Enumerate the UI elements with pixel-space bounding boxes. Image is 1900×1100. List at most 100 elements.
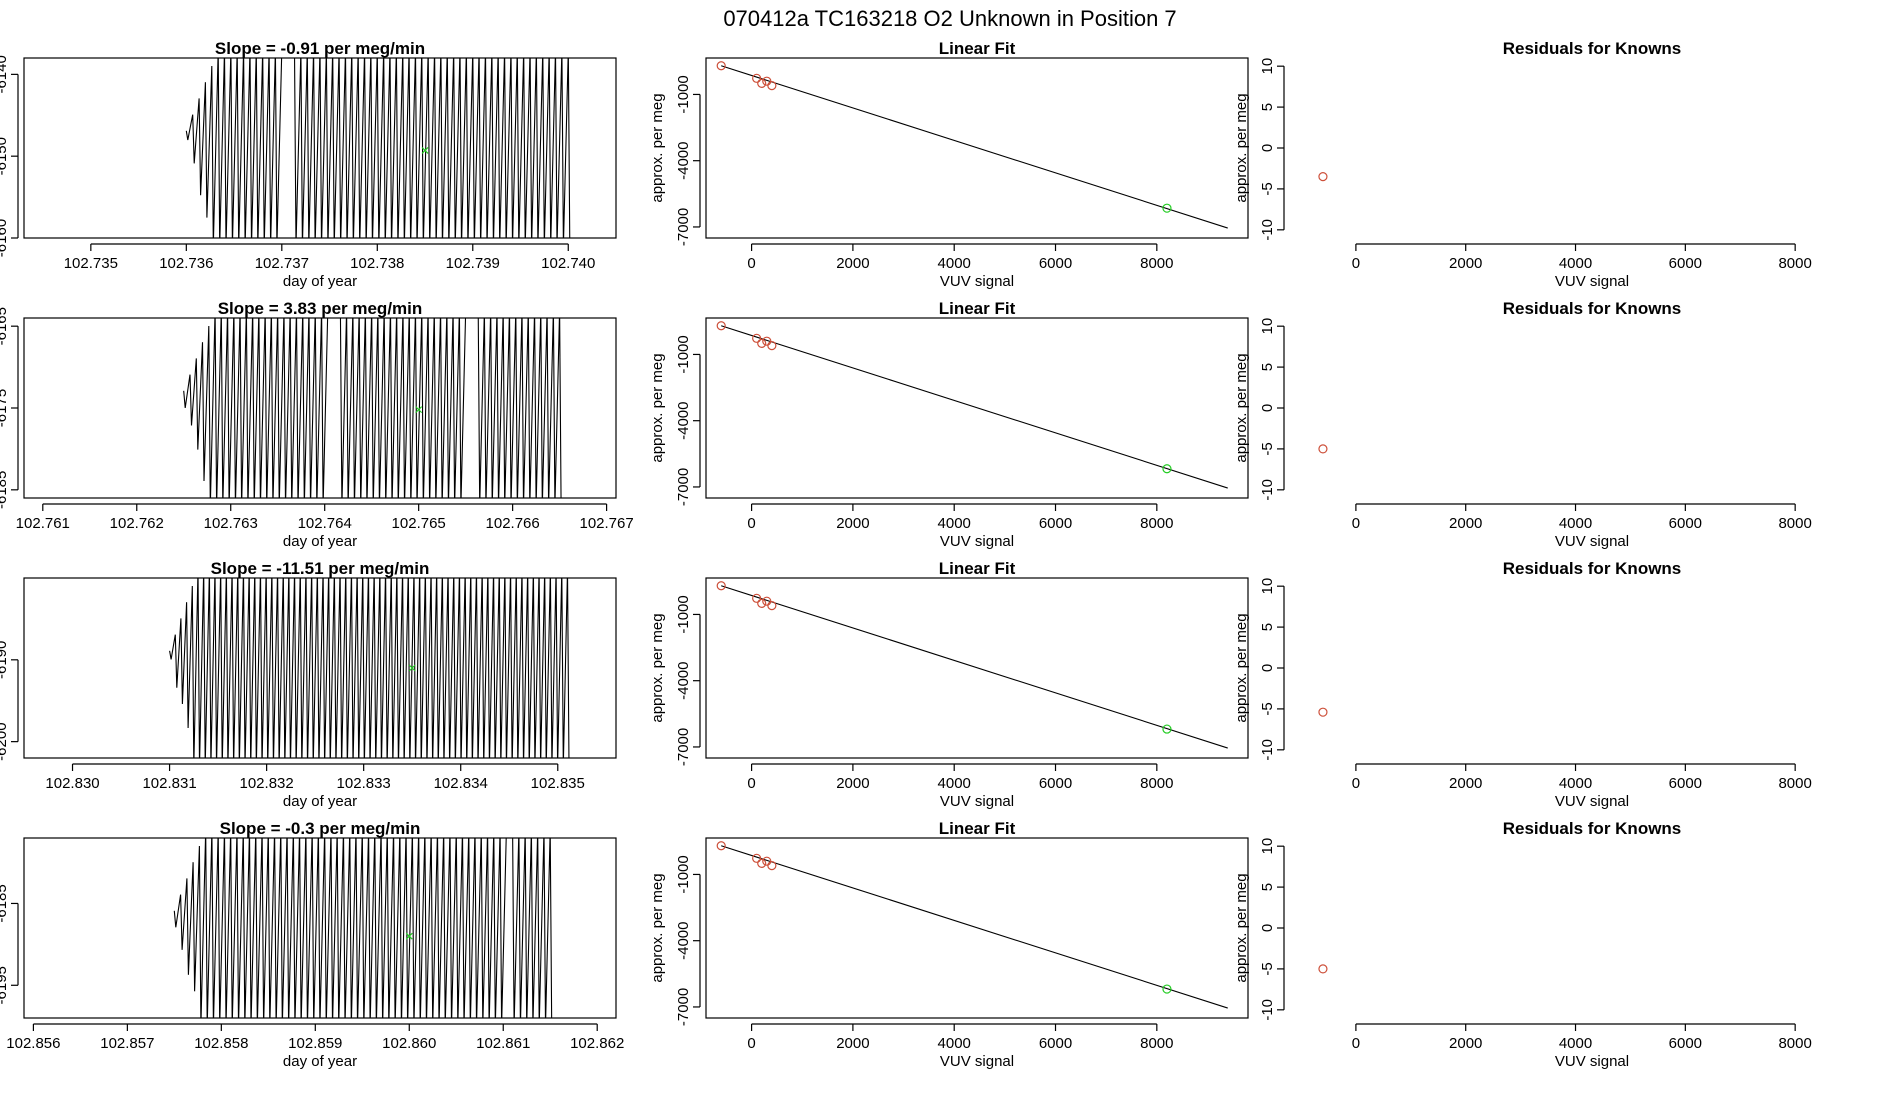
x-axis-title: VUV signal xyxy=(1555,533,1629,550)
panel-title: Residuals for Knowns xyxy=(1503,819,1682,838)
known-point xyxy=(757,858,767,868)
x-axis-title: VUV signal xyxy=(940,1053,1014,1070)
unknown-marker xyxy=(415,406,423,414)
plot-frame xyxy=(705,57,1249,239)
x-tick-label: 0 xyxy=(747,775,755,792)
panel-residuals-row-2: Residuals for Knowns 0 2000 4000 6000 8000 VUV… xyxy=(1233,559,1812,810)
x-tick-label: 8000 xyxy=(1140,1035,1173,1052)
x-tick-label: 6000 xyxy=(1039,1035,1072,1052)
y-tick-label: 10 xyxy=(1259,58,1276,75)
x-tick-label: 102.736 xyxy=(159,255,213,272)
x-tick-label: 102.833 xyxy=(337,775,391,792)
x-tick-label: 102.830 xyxy=(45,775,99,792)
plot-frame xyxy=(23,317,617,499)
panel-timeseries-row-0: Slope = -0.91 per meg/min 102.735 102.736 1… xyxy=(0,39,617,290)
y-tick-label: -1000 xyxy=(675,855,692,893)
x-tick-label: 2000 xyxy=(836,775,869,792)
data-marks xyxy=(716,841,1228,1009)
x-tick-label: 6000 xyxy=(1039,515,1072,532)
unknown-marker xyxy=(405,932,413,940)
x-axis-title: VUV signal xyxy=(940,533,1014,550)
known-point xyxy=(767,861,777,871)
panel-title: Slope = -11.51 per meg/min xyxy=(211,559,430,578)
x-tick-label: 102.835 xyxy=(531,775,585,792)
x-tick-label: 2000 xyxy=(1449,255,1482,272)
plot-frame xyxy=(705,837,1249,1019)
data-marks xyxy=(183,318,562,498)
x-tick-label: 6000 xyxy=(1039,775,1072,792)
panel-title: Residuals for Knowns xyxy=(1503,299,1682,318)
x-tick-label: 8000 xyxy=(1778,1035,1811,1052)
x-axis-title: day of year xyxy=(283,273,357,290)
known-point xyxy=(716,61,726,71)
panel-timeseries-row-3: Slope = -0.3 per meg/min 102.856 102.857 10… xyxy=(0,819,624,1070)
fit-line xyxy=(721,325,1228,489)
y-tick-label: -5 xyxy=(1259,182,1276,195)
x-tick-label: 8000 xyxy=(1778,775,1811,792)
y-axis-title: approx. per meg xyxy=(1233,613,1250,722)
data-marks xyxy=(1318,172,1328,182)
y-tick-label: -4000 xyxy=(675,402,692,440)
x-tick-label: 102.765 xyxy=(392,515,446,532)
known-point xyxy=(757,338,767,348)
x-tick-label: 102.856 xyxy=(6,1035,60,1052)
y-tick-label: -4000 xyxy=(675,922,692,960)
x-tick-label: 6000 xyxy=(1669,775,1702,792)
y-tick-label: -6190 xyxy=(0,641,10,679)
y-tick-label: -6165 xyxy=(0,307,10,345)
x-tick-label: 102.861 xyxy=(476,1035,530,1052)
y-tick-label: -5 xyxy=(1259,702,1276,715)
x-tick-label: 102.834 xyxy=(434,775,488,792)
x-tick-label: 4000 xyxy=(1559,775,1592,792)
panel-title: Slope = -0.3 per meg/min xyxy=(220,819,421,838)
y-tick-label: -10 xyxy=(1259,219,1276,241)
known-point xyxy=(767,81,777,91)
data-marks xyxy=(1318,444,1328,454)
x-tick-label: 6000 xyxy=(1669,1035,1702,1052)
unknown-point xyxy=(1162,464,1172,474)
panel-title: Linear Fit xyxy=(939,819,1016,838)
panel-linear-fit-row-0: Linear Fit 0 2000 4000 6000 8000 VUV signal -10… xyxy=(649,39,1249,290)
trace-line xyxy=(183,318,562,498)
x-tick-label: 4000 xyxy=(938,775,971,792)
data-marks xyxy=(716,61,1228,229)
known-point xyxy=(752,593,762,603)
x-tick-label: 0 xyxy=(1352,1035,1360,1052)
panel-linear-fit-row-2: Linear Fit 0 2000 4000 6000 8000 VUV signal -10… xyxy=(649,559,1249,810)
y-axis-title: approx. per meg xyxy=(649,873,666,982)
y-axis-title: approx. per meg xyxy=(1233,93,1250,202)
x-tick-label: 6000 xyxy=(1039,255,1072,272)
y-tick-label: 0 xyxy=(1259,404,1276,412)
x-tick-label: 102.857 xyxy=(100,1035,154,1052)
panel-title: Linear Fit xyxy=(939,559,1016,578)
residual-point xyxy=(1318,964,1328,974)
y-axis-title: approx. per meg xyxy=(649,613,666,722)
y-tick-label: -4000 xyxy=(675,662,692,700)
y-tick-label: -1000 xyxy=(675,75,692,113)
unknown-point xyxy=(1162,203,1172,213)
x-tick-label: 102.859 xyxy=(288,1035,342,1052)
panel-timeseries-row-1: Slope = 3.83 per meg/min 102.761 102.762 10… xyxy=(0,299,634,550)
panel-title: Residuals for Knowns xyxy=(1503,559,1682,578)
x-tick-label: 0 xyxy=(747,1035,755,1052)
plot-frame xyxy=(705,317,1249,499)
x-tick-label: 4000 xyxy=(938,515,971,532)
residual-point xyxy=(1318,172,1328,182)
x-axis-title: day of year xyxy=(283,1053,357,1070)
panel-linear-fit-row-3: Linear Fit 0 2000 4000 6000 8000 VUV signal -10… xyxy=(649,819,1249,1070)
data-marks xyxy=(169,578,570,758)
data-marks xyxy=(173,838,553,1018)
x-tick-label: 4000 xyxy=(1559,515,1592,532)
known-point xyxy=(716,581,726,591)
known-point xyxy=(757,78,767,88)
x-tick-label: 8000 xyxy=(1778,515,1811,532)
panel-title: Linear Fit xyxy=(939,299,1016,318)
x-tick-label: 102.763 xyxy=(204,515,258,532)
unknown-marker xyxy=(421,147,429,154)
panel-linear-fit-row-1: Linear Fit 0 2000 4000 6000 8000 VUV signal -10… xyxy=(649,299,1249,550)
y-tick-label: 10 xyxy=(1259,318,1276,335)
plot-frame xyxy=(705,577,1249,759)
x-axis-title: VUV signal xyxy=(1555,793,1629,810)
residual-point xyxy=(1318,444,1328,454)
x-tick-label: 102.735 xyxy=(64,255,118,272)
